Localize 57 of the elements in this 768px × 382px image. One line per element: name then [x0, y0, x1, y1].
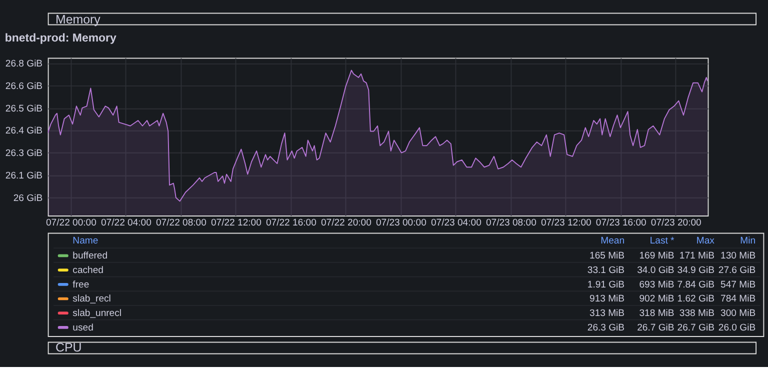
text: 902 MiB — [639, 294, 674, 305]
text: 547 MiB — [720, 279, 756, 290]
text: 338 MiB — [679, 308, 714, 319]
text: 26.7 GiB — [677, 322, 714, 334]
x-tick-label: 07/23 00:00 — [376, 218, 426, 229]
text: 913 MiB — [590, 294, 625, 305]
text: 165 MiB — [590, 250, 625, 262]
text: Mean — [600, 235, 625, 246]
x-tick-label: 07/23 04:00 — [430, 218, 482, 229]
x-tick-label: 07/22 20:00 — [320, 218, 372, 229]
text: CPU — [55, 340, 82, 354]
text: 34.0 GiB — [637, 264, 674, 276]
x-tick-label: 07/22 08:00 — [156, 218, 206, 229]
y-tick-label: 26.6 GiB — [5, 80, 43, 92]
text: 7.84 GiB — [677, 279, 714, 290]
x-tick-label: 07/22 04:00 — [100, 218, 152, 229]
text: 300 MiB — [720, 308, 756, 319]
x-tick-label: 07/23 20:00 — [650, 218, 702, 229]
x-tick-label: 07/22 12:00 — [210, 218, 262, 229]
text: 26.7 GiB — [637, 322, 674, 334]
text: 169 MiB — [639, 250, 674, 262]
y-tick-label: 26.3 GiB — [5, 148, 43, 160]
text: 1.62 GiB — [677, 294, 714, 305]
text: 318 MiB — [639, 308, 674, 319]
y-tick-label: 26.1 GiB — [5, 170, 43, 182]
text: 33.1 GiB — [587, 264, 625, 276]
x-tick-label: 07/23 08:00 — [486, 218, 536, 229]
text: 171 MiB — [679, 250, 714, 262]
text: 784 MiB — [720, 294, 756, 305]
text: 34.9 GiB — [677, 264, 714, 276]
text: 27.6 GiB — [718, 264, 756, 276]
legend-label: cached — [72, 264, 104, 276]
legend-label: used — [72, 322, 94, 334]
y-tick-label: 26.5 GiB — [5, 103, 43, 114]
text: Min — [740, 235, 756, 246]
x-tick-label: 07/22 16:00 — [266, 218, 316, 229]
y-tick-label: 26.4 GiB — [5, 126, 43, 137]
text: Max — [696, 235, 715, 246]
legend-label: slab_recl — [72, 294, 111, 305]
text: 26.3 GiB — [587, 322, 625, 334]
x-tick-label: 07/23 12:00 — [540, 218, 592, 229]
x-tick-label: 07/23 16:00 — [596, 218, 646, 229]
text: Last * — [650, 235, 675, 246]
text: 1.91 GiB — [587, 279, 625, 290]
legend-title: Name — [72, 235, 98, 246]
text: 26.0 GiB — [718, 322, 756, 334]
text: 130 MiB — [720, 250, 756, 262]
legend-label: buffered — [72, 250, 108, 262]
text: 693 MiB — [639, 279, 674, 290]
y-tick-label: 26.8 GiB — [5, 58, 43, 70]
y-tick-label: 26 GiB — [13, 192, 43, 204]
x-tick-label: 07/22 00:00 — [46, 218, 96, 229]
legend-label: free — [72, 279, 90, 290]
chart-title: bnetd-prod: Memory — [4, 32, 117, 44]
text: 313 MiB — [590, 308, 625, 319]
text: Memory — [55, 12, 102, 26]
legend-label: slab_unrecl — [72, 308, 122, 319]
